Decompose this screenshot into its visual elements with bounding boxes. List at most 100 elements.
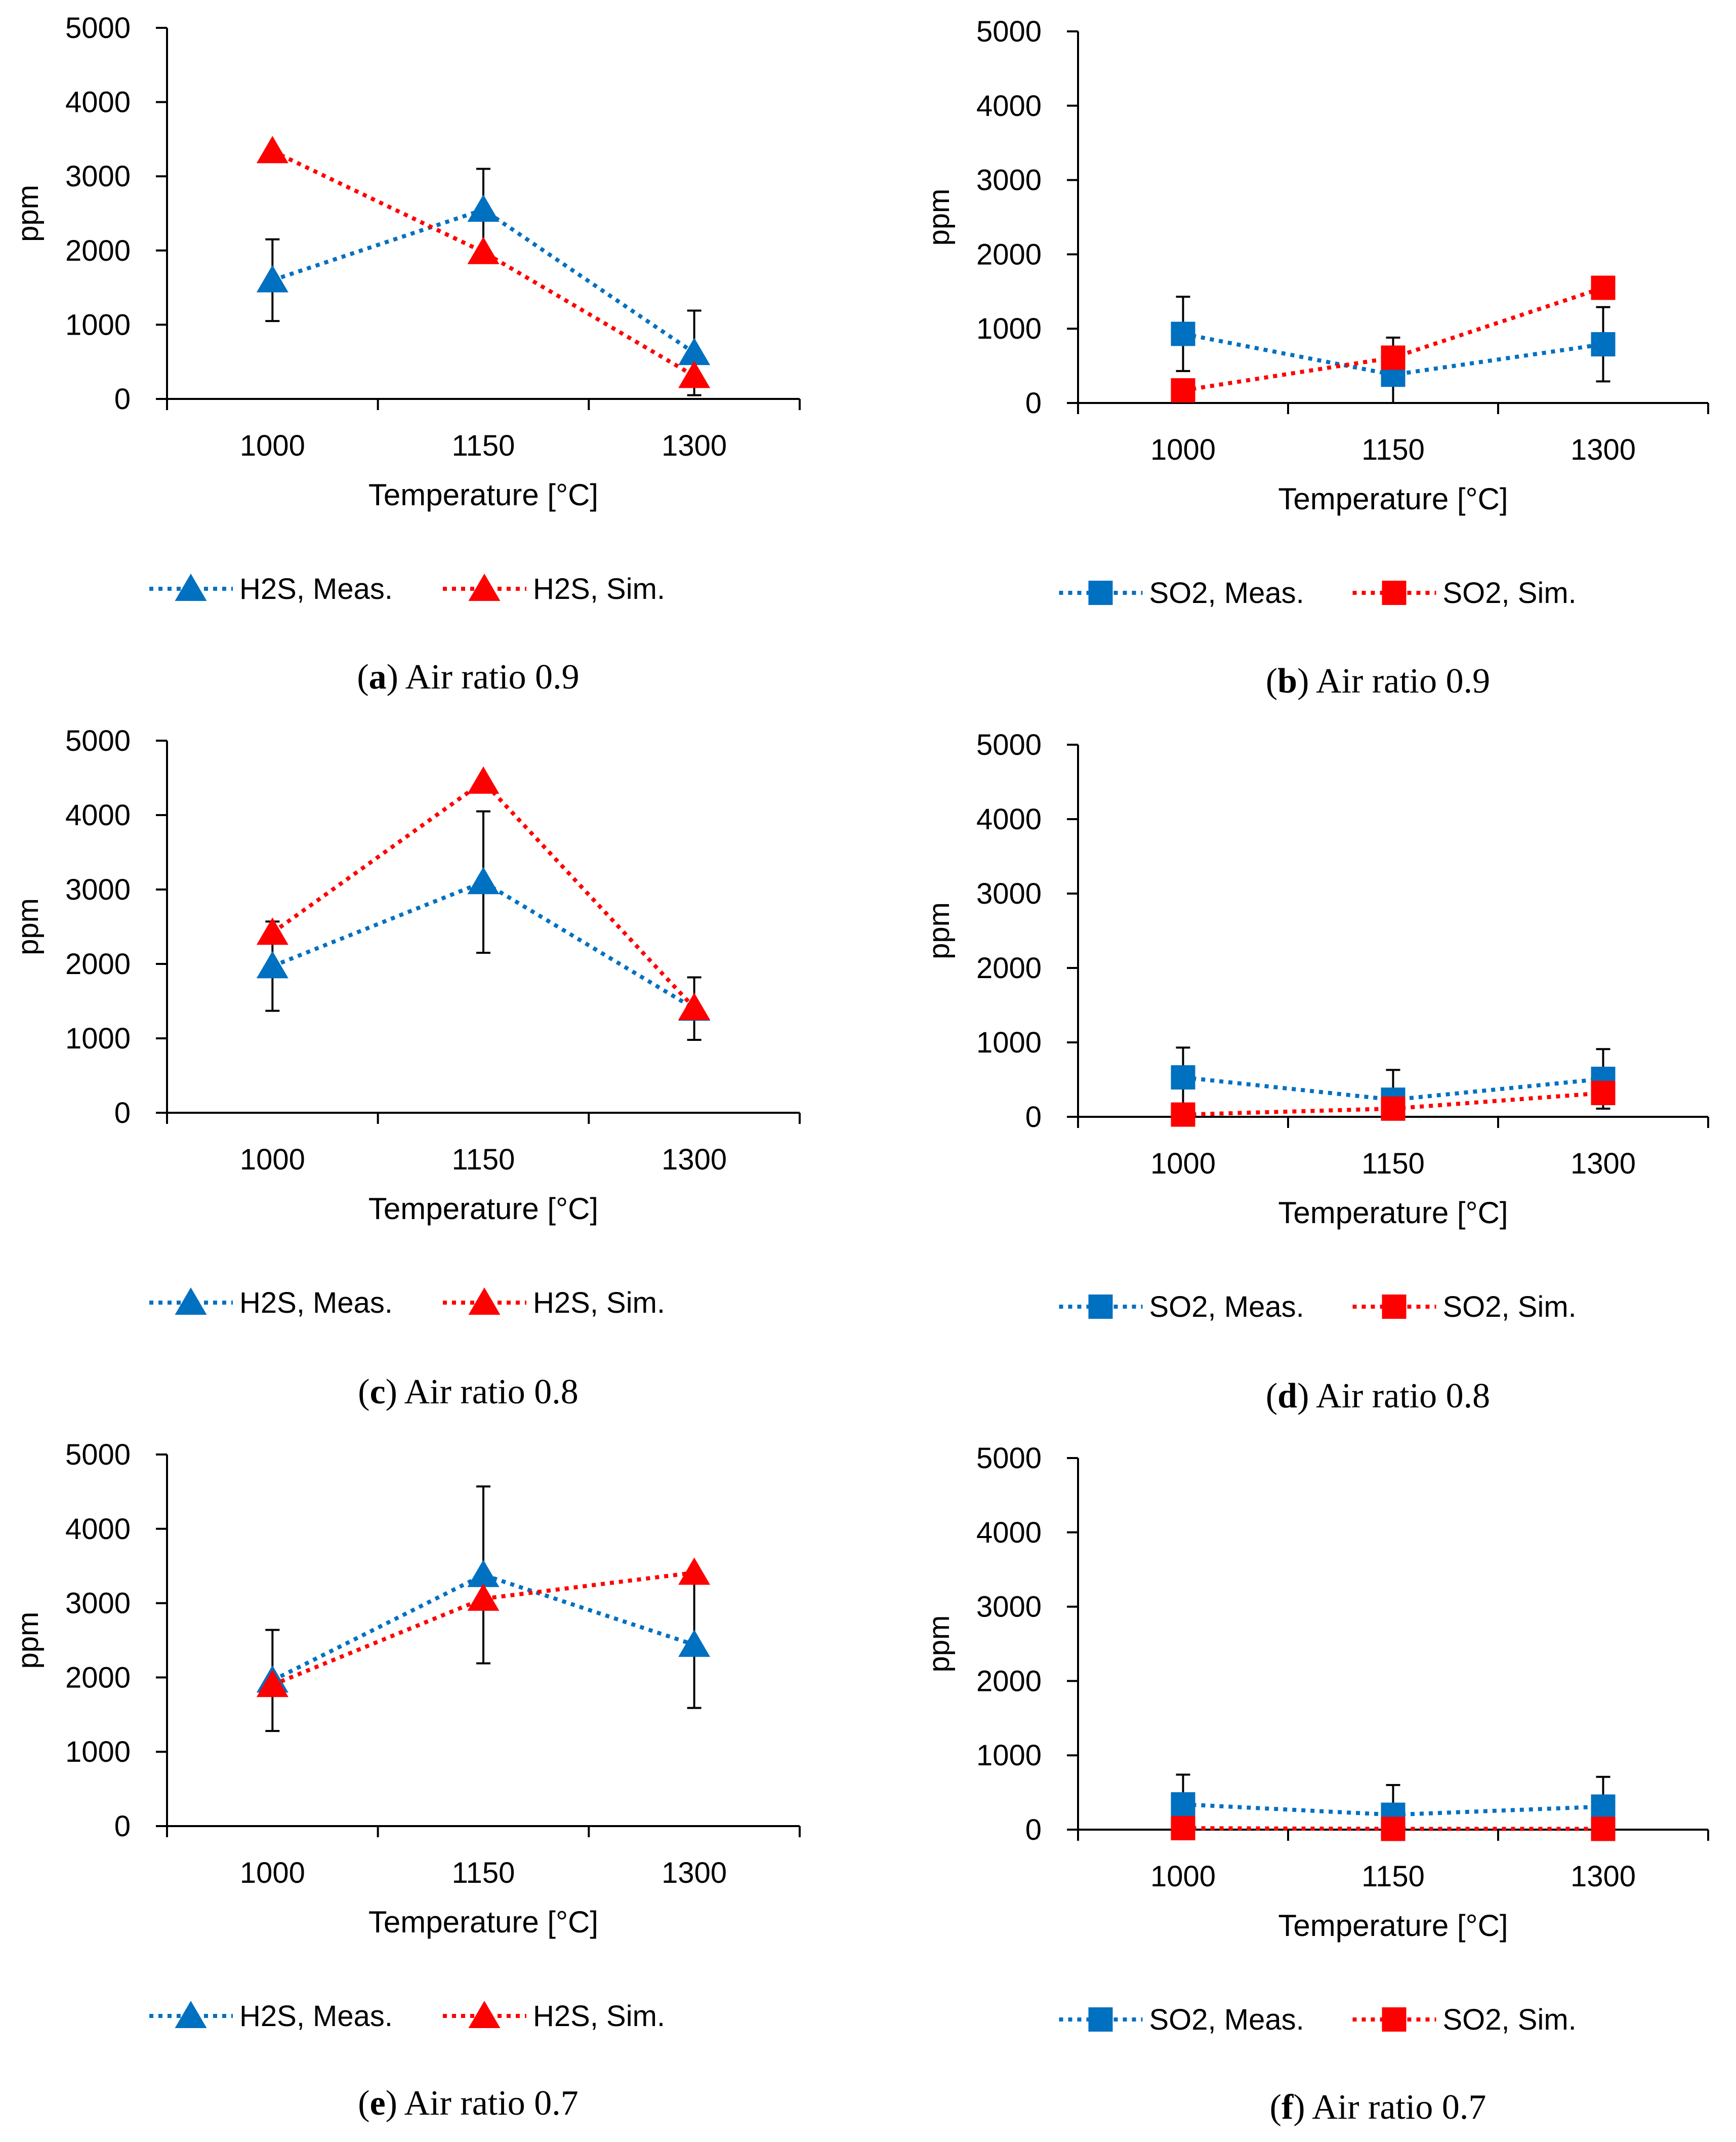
series-sim (256, 1557, 711, 1698)
data-point (256, 951, 288, 979)
chart-panel-d: 0 1000 2000 3000 4000 5000 1000 1150 1300 Tempera… (923, 729, 1709, 1416)
legend: H2S, Meas. H2S, Sim. (149, 2000, 665, 2033)
y-tick-label: 4000 (65, 799, 131, 832)
y-tick-label: 1000 (976, 1026, 1042, 1059)
caption-letter: d (1277, 1377, 1297, 1416)
x-tick-label: 1150 (1361, 1147, 1425, 1180)
data-point (678, 992, 711, 1020)
x-tick-label: 1000 (240, 1143, 305, 1176)
data-point (1171, 378, 1195, 403)
y-tick-label: 3000 (65, 873, 131, 906)
panel-caption: (f) Air ratio 0.7 (1270, 2088, 1486, 2127)
y-tick-label: 2000 (976, 238, 1042, 271)
legend-label: SO2, Sim. (1443, 1290, 1577, 1323)
caption-letter: a (369, 658, 387, 697)
caption-letter: c (370, 1372, 386, 1411)
x-axis-title: Temperature [°C] (1278, 1909, 1508, 1943)
data-point (1381, 1816, 1406, 1841)
data-point (256, 1670, 288, 1698)
caption-text: ) Air ratio 0.8 (386, 1372, 578, 1411)
caption-text: ) Air ratio 0.9 (1297, 662, 1490, 701)
x-tick-label: 1300 (1570, 433, 1636, 466)
x-axis-title: Temperature [°C] (1278, 1196, 1508, 1230)
series-sim (256, 136, 711, 388)
legend: H2S, Meas. H2S, Sim. (149, 573, 665, 605)
x-tick-label: 1150 (452, 429, 515, 462)
y-tick-label: 1000 (65, 1735, 131, 1768)
y-tick-label: 5000 (976, 1442, 1042, 1475)
legend-marker (468, 574, 501, 601)
legend-label: H2S, Sim. (533, 1286, 665, 1319)
x-tick-label: 1150 (1361, 433, 1425, 466)
x-axis-title: Temperature [°C] (1278, 482, 1508, 516)
series-line (271, 1572, 695, 1682)
y-tick-label: 0 (114, 1097, 131, 1129)
x-tick-label: 1300 (662, 429, 727, 462)
legend-marker (468, 1287, 501, 1315)
y-tick-label: 5000 (976, 15, 1042, 48)
data-point (256, 917, 288, 945)
legend-label: SO2, Meas. (1149, 577, 1304, 610)
data-point (1171, 1102, 1195, 1127)
y-tick-label: 4000 (65, 1513, 131, 1546)
data-point (467, 194, 500, 222)
chart-panel-f: 0 1000 2000 3000 4000 5000 1000 1150 1300 Tempera… (923, 1442, 1709, 2127)
legend-marker (1088, 2007, 1113, 2032)
y-tick-label: 0 (1025, 1101, 1042, 1134)
chart-panel-b: 0 1000 2000 3000 4000 5000 1000 1150 1300 Tempera… (923, 15, 1709, 701)
legend-label: SO2, Sim. (1443, 2003, 1577, 2036)
y-tick-label: 0 (114, 1810, 131, 1843)
legend: SO2, Meas. SO2, Sim. (1059, 2003, 1577, 2036)
y-tick-label: 4000 (976, 803, 1042, 836)
y-axis-title: ppm (12, 898, 45, 955)
caption-paren: ( (1266, 662, 1277, 701)
x-tick-label: 1300 (1570, 1147, 1636, 1180)
panel-caption: (c) Air ratio 0.8 (358, 1372, 578, 1411)
legend: H2S, Meas. H2S, Sim. (149, 1286, 665, 1319)
series-sim (1171, 1080, 1616, 1127)
y-tick-label: 1000 (65, 308, 131, 341)
x-tick-label: 1300 (662, 1143, 727, 1176)
legend-item-meas: H2S, Meas. (149, 573, 393, 605)
y-tick-label: 1000 (976, 1739, 1042, 1772)
series-sim (256, 766, 711, 1020)
panel-caption: (e) Air ratio 0.7 (358, 2084, 578, 2123)
legend-marker (1382, 1295, 1407, 1319)
data-point (1591, 275, 1616, 300)
caption-paren: ( (1266, 1377, 1277, 1416)
series-meas (256, 168, 711, 396)
caption-paren: ( (358, 2084, 369, 2123)
legend-item-meas: SO2, Meas. (1059, 1290, 1304, 1323)
chart-panel-a: 0 1000 2000 3000 4000 5000 1000 1150 1300 Tempera… (12, 12, 801, 697)
series-sim (1171, 275, 1616, 403)
series-sim (1171, 1816, 1616, 1841)
x-tick-label: 1000 (1150, 433, 1216, 466)
data-point (467, 1559, 500, 1587)
data-point (1171, 1065, 1195, 1090)
legend-item-sim: H2S, Sim. (443, 573, 665, 605)
legend-label: SO2, Meas. (1149, 2003, 1304, 2036)
data-point (1171, 1816, 1195, 1841)
data-point (256, 265, 288, 293)
series-line (271, 879, 695, 1011)
y-tick-label: 5000 (65, 1438, 131, 1471)
x-tick-label: 1300 (1570, 1860, 1636, 1893)
legend: SO2, Meas. SO2, Sim. (1059, 1290, 1577, 1323)
legend-label: SO2, Sim. (1443, 577, 1577, 610)
y-tick-label: 2000 (65, 1661, 131, 1694)
data-point (678, 360, 711, 388)
caption-letter: b (1277, 662, 1297, 701)
data-point (1171, 1792, 1195, 1817)
series-meas (256, 810, 711, 1041)
legend-label: H2S, Meas. (239, 2000, 393, 2033)
y-tick-label: 2000 (976, 1665, 1042, 1698)
y-tick-label: 3000 (65, 1587, 131, 1620)
data-point (678, 1557, 711, 1585)
caption-paren: ( (357, 658, 368, 697)
y-tick-label: 0 (1025, 387, 1042, 420)
series-meas (1171, 296, 1616, 404)
y-tick-label: 1000 (65, 1022, 131, 1055)
y-tick-label: 4000 (65, 86, 131, 119)
y-tick-label: 3000 (976, 1591, 1042, 1624)
